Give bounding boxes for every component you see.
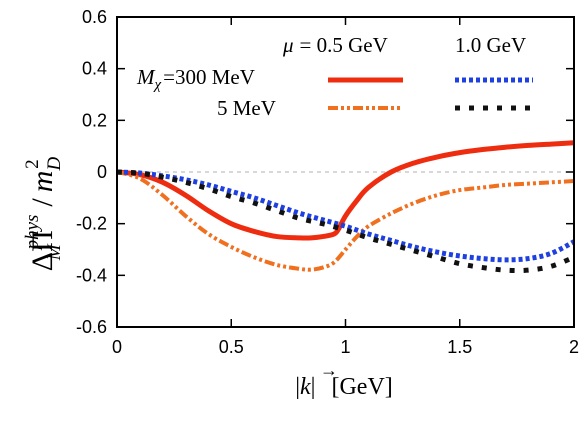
y-tick-label: 0 xyxy=(97,162,107,182)
y-tick-label: 0.2 xyxy=(82,110,107,130)
x-tick-label: 2 xyxy=(569,337,579,357)
legend-m-row1-value: =300 MeV xyxy=(163,65,255,89)
y-label-sup: phys xyxy=(22,215,43,252)
legend-mu-value: = 0.5 GeV xyxy=(300,33,388,57)
x-axis-label: |k| [GeV] xyxy=(295,374,393,400)
legend-m-symbol: M xyxy=(136,65,156,89)
y-label-delta-pi: ΔΠ xyxy=(26,230,59,271)
x-tick-label: 1.5 xyxy=(447,337,472,357)
x-label-unit: [GeV] xyxy=(331,374,392,400)
x-label-post: | xyxy=(311,374,316,400)
y-label-m-sub: D xyxy=(44,157,65,172)
y-label-m-sup: 2 xyxy=(22,159,43,169)
legend-mass-row2: 5 MeV xyxy=(217,96,276,120)
y-tick-label: -0.6 xyxy=(76,317,107,337)
series-line-4 xyxy=(116,169,575,274)
legend-mass-row1: Mχ=300 MeV xyxy=(136,65,255,93)
series-group xyxy=(116,140,576,274)
series-line-2 xyxy=(116,170,575,272)
y-label-m: m xyxy=(26,171,59,193)
legend-mu-header: μ = 0.5 GeV xyxy=(282,33,388,57)
y-tick-label: 0.4 xyxy=(82,59,107,79)
x-label-k: k xyxy=(300,374,311,400)
series-line-3 xyxy=(116,169,576,263)
x-tick-label: 0.5 xyxy=(219,337,244,357)
y-label-slash: / xyxy=(26,198,59,207)
plot-frame xyxy=(116,16,575,328)
axis-ticks: 0 0.5 1 1.5 2 -0.6 -0.4 -0.2 0 0.2 0.4 0.6 xyxy=(76,7,579,357)
y-tick-label: -0.4 xyxy=(76,265,107,285)
y-tick-label: -0.2 xyxy=(76,214,107,234)
x-tick-label: 1 xyxy=(340,337,350,357)
series-line-1 xyxy=(116,140,575,241)
legend: μ = 0.5 GeV 1.0 GeV Mχ=300 MeV 5 MeV xyxy=(136,33,533,120)
x-label-pre: | xyxy=(295,374,300,400)
x-tick-label: 0 xyxy=(112,337,122,357)
y-tick-label: 0.6 xyxy=(82,7,107,27)
y-label-sub: M xyxy=(44,243,65,261)
legend-m-sub: χ xyxy=(153,77,162,93)
x-label-arrow: → xyxy=(320,360,338,380)
y-axis-label: ΔΠMphys / mD2 xyxy=(22,157,65,272)
legend-col2-header: 1.0 GeV xyxy=(455,33,526,57)
legend-mu-symbol: μ xyxy=(282,33,294,57)
